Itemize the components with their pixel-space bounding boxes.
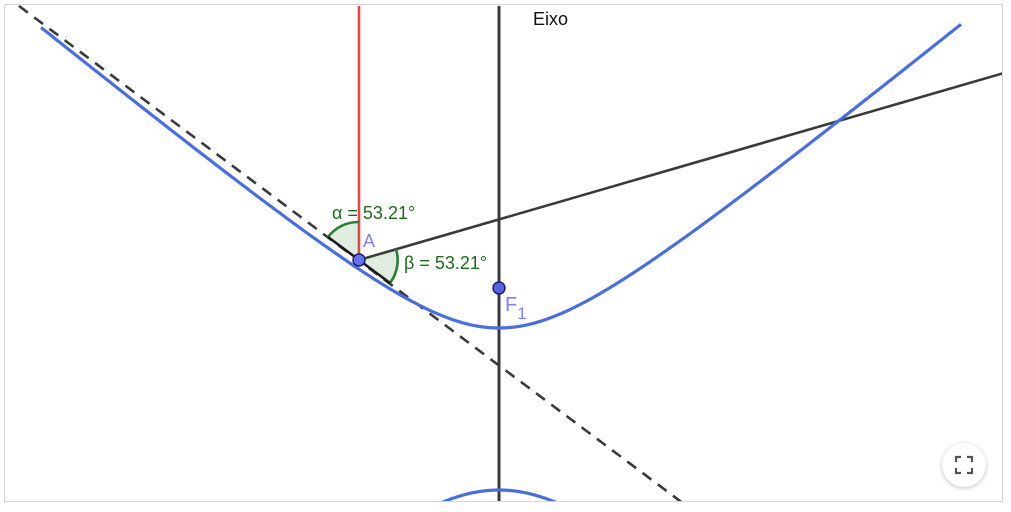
angle-beta-label: β = 53.21° (404, 253, 487, 273)
focus-label-subscript: 1 (517, 304, 526, 323)
angle-alpha-sector[interactable] (328, 221, 359, 260)
fullscreen-button[interactable] (942, 443, 986, 487)
hyperbola-lower-branch[interactable] (405, 488, 593, 502)
axis-label: Eixo (533, 9, 568, 29)
focus-label: F1 (505, 294, 527, 323)
angle-alpha-arc (326, 220, 360, 238)
focus-label-base: F (505, 294, 517, 316)
tangent-line-dashed[interactable] (18, 5, 684, 502)
angle-beta-sector[interactable] (359, 249, 398, 283)
angle-alpha-label: α = 53.21° (332, 203, 415, 223)
construction-canvas[interactable]: Eixo α = 53.21° β = 53.21° A F1 (5, 5, 1003, 502)
point-a-label: A (363, 231, 375, 251)
point-a[interactable] (352, 253, 366, 267)
hyperbola-upper-branch[interactable] (40, 23, 962, 330)
geogebra-applet[interactable]: Eixo α = 53.21° β = 53.21° A F1 (4, 4, 1003, 502)
reflected-ray[interactable] (358, 72, 1003, 262)
point-f1[interactable] (492, 281, 506, 295)
fullscreen-icon (954, 455, 974, 475)
angle-beta-arc (388, 248, 399, 284)
